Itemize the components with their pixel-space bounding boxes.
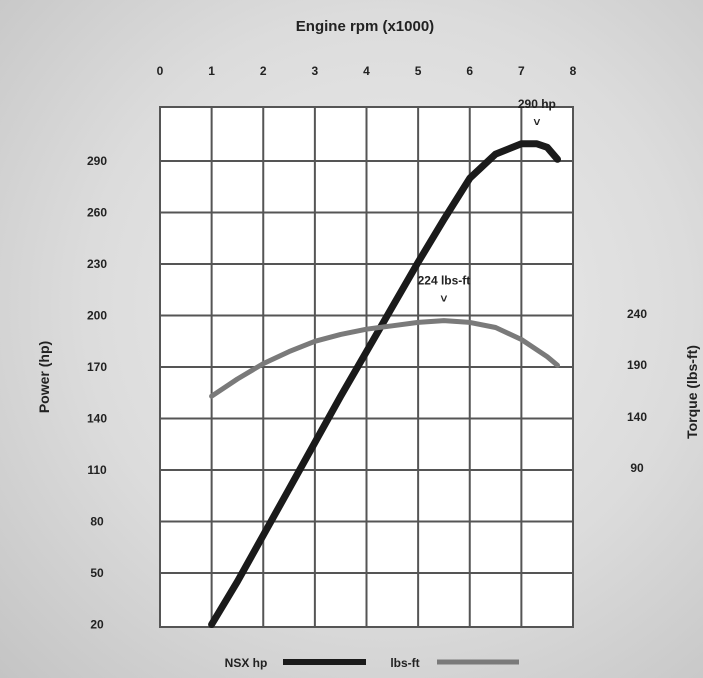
y2-tick-label: 190 <box>627 358 647 372</box>
series-line-hp <box>208 140 561 628</box>
y-tick-labels: 20 50 80 110 140 170 200 230 260 290 <box>87 154 107 632</box>
annotation-marker: ˅ <box>440 292 447 306</box>
grid <box>160 107 573 627</box>
y-tick-label: 290 <box>87 154 107 168</box>
x-tick-label: 6 <box>466 64 473 78</box>
y2-tick-labels: 240 190 140 90 <box>627 307 647 475</box>
y-tick-label: 50 <box>90 566 104 580</box>
y-tick-label: 170 <box>87 360 107 374</box>
annotation-marker: ˅ <box>533 115 540 129</box>
series-line-torque <box>209 318 560 399</box>
x-tick-labels: 0 1 2 3 4 5 6 7 8 <box>157 64 577 78</box>
x-tick-label: 8 <box>570 64 577 78</box>
y-tick-label: 260 <box>87 206 107 220</box>
legend-label-hp: NSX hp <box>225 656 268 670</box>
x-tick-label: 3 <box>312 64 319 78</box>
annotations: 290 hp ˅ 224 lbs-ft ˅ <box>418 97 556 306</box>
chart-title: Engine rpm (x1000) <box>296 18 434 35</box>
y2-tick-label: 240 <box>627 307 647 321</box>
y-tick-label: 200 <box>87 309 107 323</box>
y-tick-label: 140 <box>87 412 107 426</box>
x-tick-label: 4 <box>363 64 370 78</box>
annotation-peak-hp: 290 hp <box>518 97 556 111</box>
y2-axis-title: Torque (lbs-ft) <box>684 345 700 439</box>
legend: NSX hp lbs-ft <box>225 656 519 670</box>
y-tick-label: 80 <box>90 515 104 529</box>
x-tick-label: 1 <box>208 64 215 78</box>
x-tick-label: 7 <box>518 64 525 78</box>
y-axis-title: Power (hp) <box>36 341 52 413</box>
series-lines <box>208 140 561 628</box>
annotation-peak-torque: 224 lbs-ft <box>418 274 471 288</box>
x-tick-label: 5 <box>415 64 422 78</box>
x-tick-label: 2 <box>260 64 267 78</box>
y2-tick-label: 140 <box>627 410 647 424</box>
y-tick-label: 20 <box>90 618 104 632</box>
y-tick-label: 110 <box>87 463 107 477</box>
legend-label-torque: lbs-ft <box>390 656 419 670</box>
x-tick-label: 0 <box>157 64 164 78</box>
y-tick-label: 230 <box>87 257 107 271</box>
y2-tick-label: 90 <box>630 461 644 475</box>
